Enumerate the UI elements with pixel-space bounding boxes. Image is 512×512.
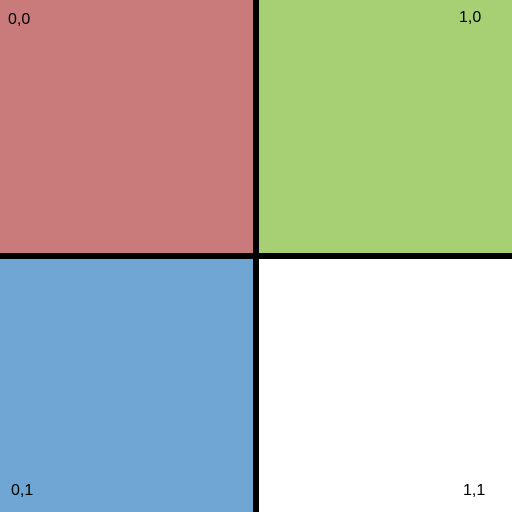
quadrant-0-1: 0,1 [0, 259, 253, 512]
quadrant-1-1: 1,1 [259, 259, 512, 512]
quadrant-1-0-label: 1,0 [459, 9, 482, 26]
quadrant-0-0: 0,0 [0, 0, 253, 253]
quadrant-0-0-label: 0,0 [8, 11, 31, 28]
quadrant-1-1-label: 1,1 [463, 482, 486, 499]
quadrant-1-0: 1,0 [259, 0, 512, 253]
quadrant-0-1-label: 0,1 [11, 482, 34, 499]
